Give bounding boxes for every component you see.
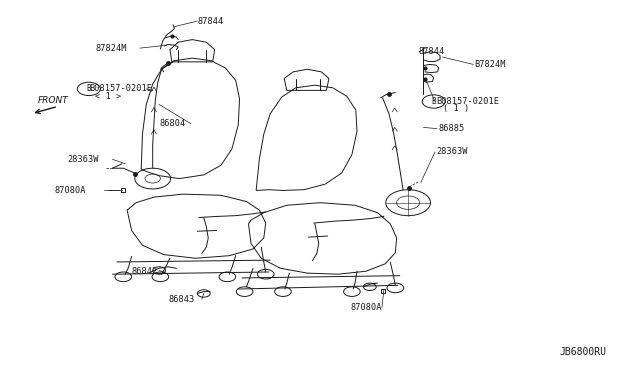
Text: B08157-0201E: B08157-0201E [436, 97, 499, 106]
Text: 86843: 86843 [168, 295, 195, 304]
Text: 87844: 87844 [197, 17, 223, 26]
Text: 28363W: 28363W [68, 155, 99, 164]
Text: B: B [86, 84, 91, 93]
Text: 28363W: 28363W [436, 147, 468, 156]
Text: 86842: 86842 [132, 267, 158, 276]
Text: 87824M: 87824M [95, 44, 127, 52]
Text: < 1 >: < 1 > [95, 92, 122, 101]
Text: 87080A: 87080A [351, 303, 382, 312]
Text: B08157-0201E: B08157-0201E [89, 84, 152, 93]
Text: B: B [431, 97, 436, 106]
Text: JB6800RU: JB6800RU [559, 347, 607, 357]
Text: ( 1 ): ( 1 ) [443, 105, 469, 113]
Text: 86885: 86885 [438, 124, 465, 133]
Text: 86804: 86804 [159, 119, 186, 128]
Text: 87844: 87844 [419, 47, 445, 56]
Text: B7824M: B7824M [474, 60, 506, 69]
Text: 87080A: 87080A [55, 186, 86, 195]
Text: FRONT: FRONT [38, 96, 68, 105]
